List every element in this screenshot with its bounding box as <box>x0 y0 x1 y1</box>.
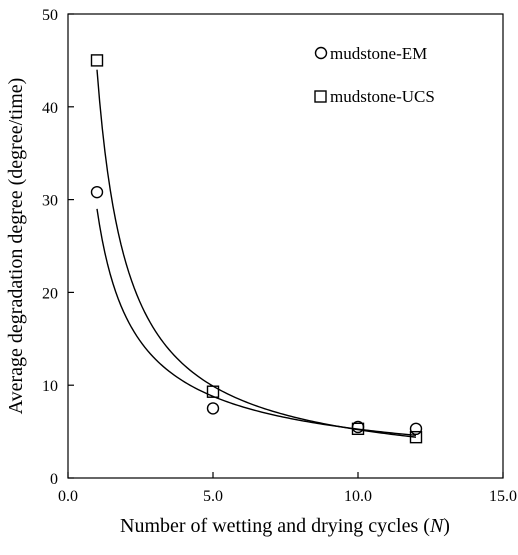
fit-curves <box>96 69 417 438</box>
x-tick-label: 5.0 <box>203 488 223 505</box>
x-axis-title-var: N <box>429 515 445 537</box>
y-tick-label: 30 <box>42 193 58 210</box>
data-point-ucs <box>409 430 423 444</box>
x-tick-label: 15.0 <box>489 488 517 505</box>
data-markers <box>90 54 423 444</box>
legend-label-em: mudstone-EM <box>330 44 427 63</box>
plot-frame <box>67 13 504 479</box>
y-tick-label: 20 <box>42 285 58 302</box>
x-axis-title-paren-open: ( <box>418 515 430 537</box>
data-point-ucs <box>351 422 365 436</box>
data-point-em <box>206 402 220 415</box>
x-axis-title: Number of wetting and drying cycles (N) <box>120 515 450 537</box>
x-axis-title-text: Number of wetting and drying cycles <box>120 515 418 537</box>
fit-curve-ucs <box>96 69 417 438</box>
data-point-em <box>90 185 104 199</box>
fit-curve-em <box>96 208 417 437</box>
y-tick-label: 10 <box>42 378 58 395</box>
data-point-em <box>409 422 423 436</box>
data-point-ucs <box>206 385 220 398</box>
legend-label-ucs: mudstone-UCS <box>330 87 435 106</box>
y-tick-label: 50 <box>42 7 58 24</box>
data-point-ucs <box>90 54 104 67</box>
y-tick-label: 40 <box>42 100 58 117</box>
legend-marker-circle <box>314 46 328 60</box>
x-axis-title-paren-close: ) <box>443 515 450 537</box>
y-tick-label: 0 <box>50 471 58 488</box>
y-axis-title: Average degradation degree (degree/time) <box>5 78 27 415</box>
x-tick-label: 10.0 <box>344 488 372 505</box>
legend: mudstone-EM mudstone-UCS <box>314 44 435 106</box>
axis-ticks: 0.0 5.0 10.0 15.0 0 10 20 30 40 50 <box>42 7 517 505</box>
legend-marker-square <box>314 90 327 103</box>
x-tick-label: 0.0 <box>58 488 78 505</box>
